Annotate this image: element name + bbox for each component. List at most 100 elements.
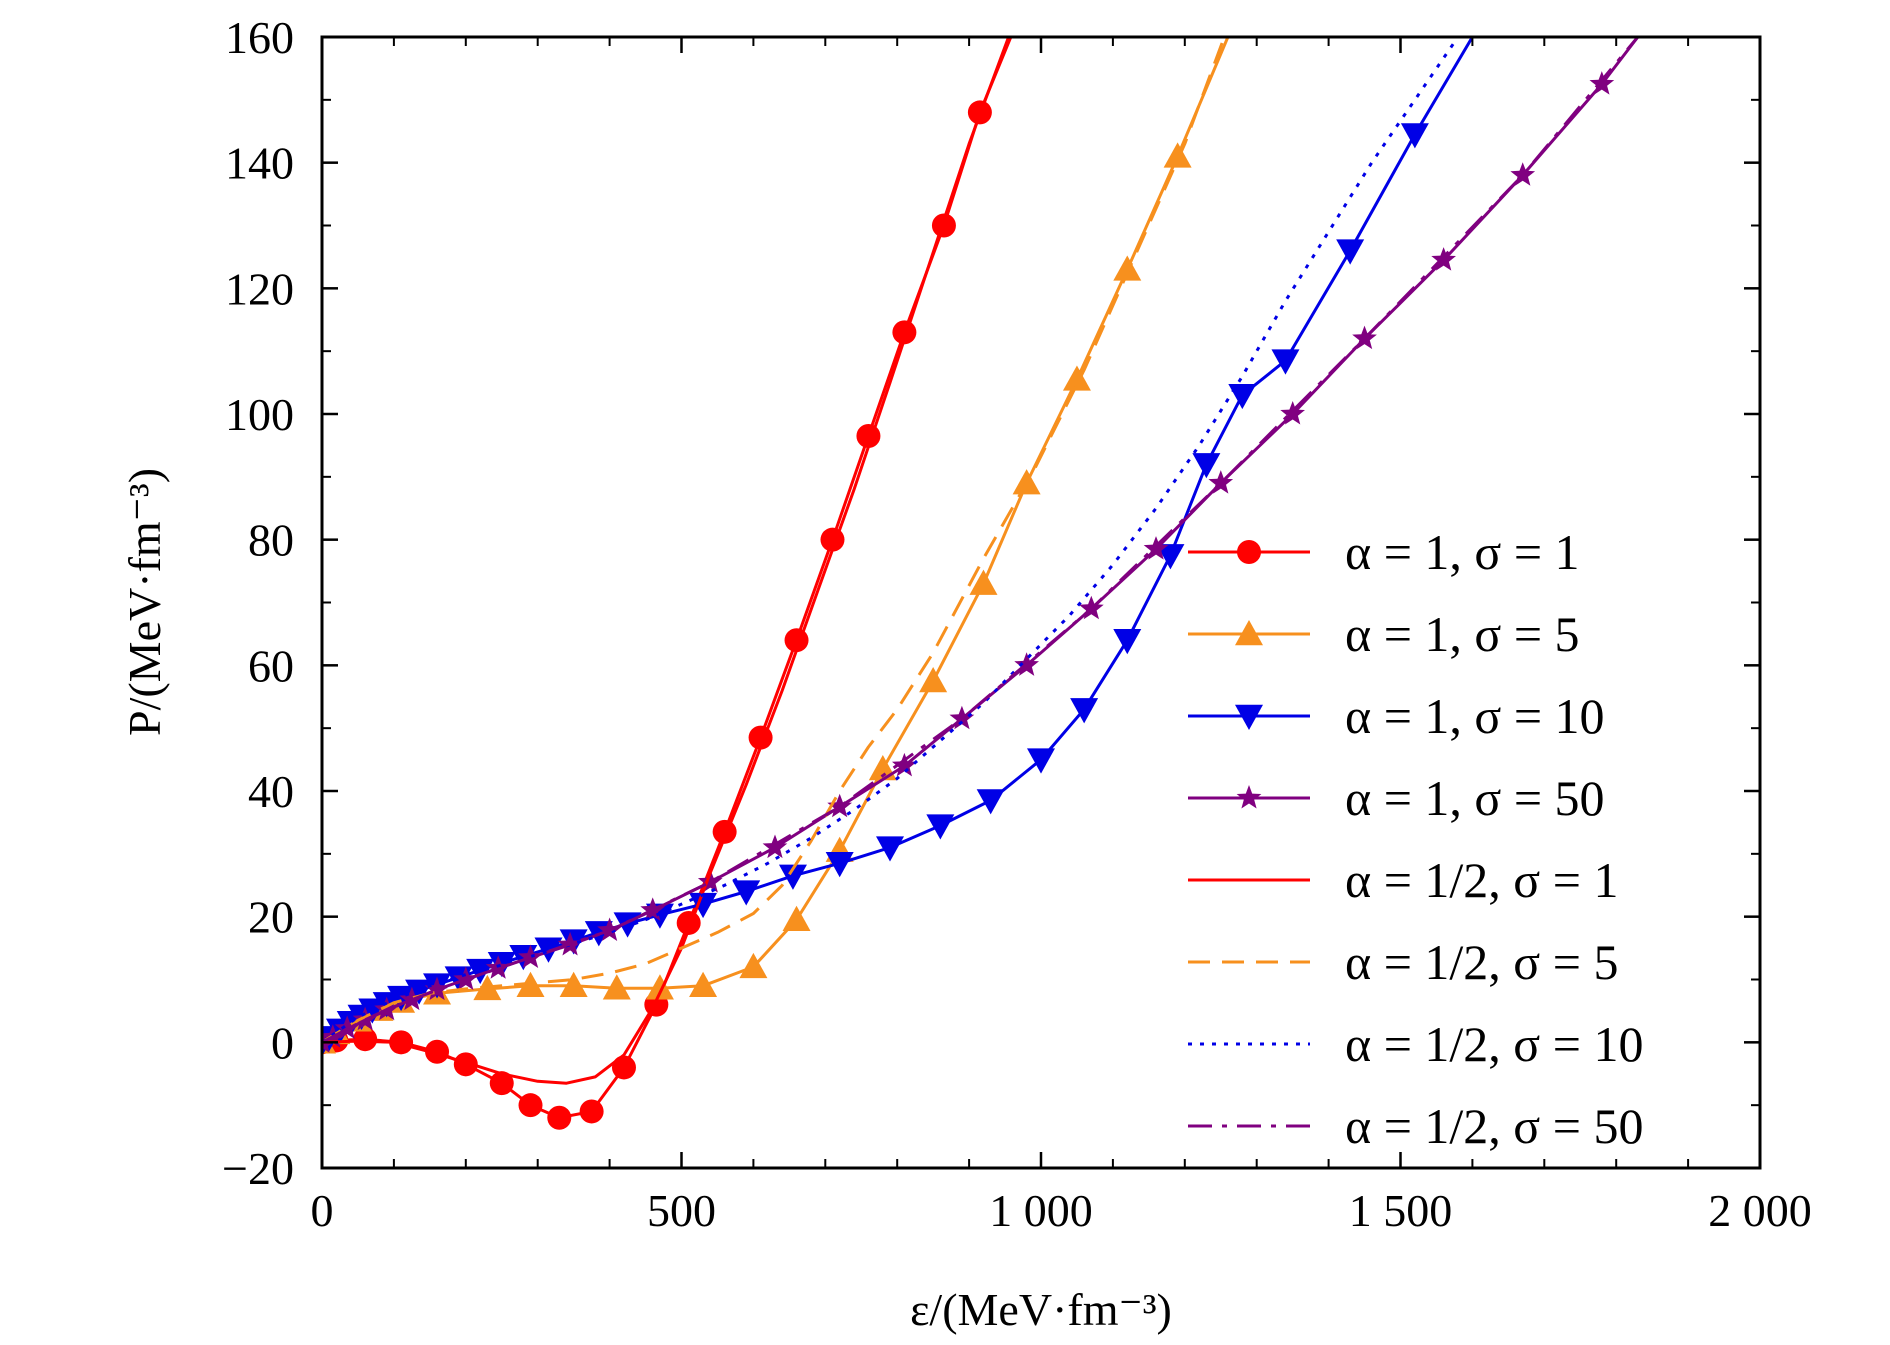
data-point: [611, 1055, 636, 1080]
y-tick-label: 120: [225, 263, 294, 314]
y-tick-label: 0: [271, 1017, 294, 1068]
data-point: [732, 880, 761, 906]
data-point: [1027, 748, 1055, 774]
legend-label: α = 1/2, σ = 5: [1345, 934, 1618, 990]
data-point: [931, 213, 956, 238]
data-point: [424, 976, 450, 1001]
data-point: [762, 834, 788, 859]
data-point: [518, 1093, 543, 1118]
legend-item: α = 1, σ = 1: [1188, 524, 1580, 580]
series-2: [322, 37, 1230, 1054]
data-point: [518, 944, 543, 968]
legend-item: α = 1/2, σ = 10: [1188, 1016, 1643, 1072]
y-tick-label: 20: [248, 892, 294, 943]
data-point: [1062, 365, 1091, 391]
series-line: [322, 37, 1639, 1044]
series-line: [322, 37, 1226, 1044]
data-point: [1113, 629, 1142, 655]
legend-item: α = 1, σ = 5: [1188, 606, 1580, 662]
data-point: [1208, 470, 1234, 494]
series-layer: [322, 37, 1639, 1130]
data-point: [1070, 698, 1099, 724]
y-tick-label: 80: [248, 515, 294, 566]
y-tick-label: 140: [225, 138, 294, 189]
data-point: [689, 892, 718, 919]
legend: α = 1, σ = 1 α = 1, σ = 5 α = 1, σ = 10 α =…: [1188, 524, 1643, 1154]
data-point: [969, 569, 998, 595]
data-point: [425, 1039, 450, 1064]
legend-label: α = 1/2, σ = 1: [1345, 852, 1618, 908]
series-6: [322, 37, 1226, 1044]
legend-label: α = 1, σ = 5: [1345, 606, 1580, 662]
data-point: [1280, 401, 1305, 425]
series-1: [322, 37, 1013, 1130]
y-tick-label: 160: [225, 12, 294, 63]
data-point: [919, 667, 948, 693]
data-point: [1271, 349, 1300, 375]
data-point: [559, 971, 588, 997]
data-point: [1336, 239, 1365, 265]
data-point: [453, 1052, 478, 1077]
series-line: [322, 37, 1460, 1044]
series-line: [322, 37, 1011, 1085]
series-8: [322, 37, 1639, 1044]
series-7: [322, 37, 1460, 1044]
data-point: [1163, 142, 1192, 168]
legend-label: α = 1/2, σ = 10: [1345, 1016, 1643, 1072]
legend-label: α = 1/2, σ = 50: [1345, 1098, 1643, 1154]
series-line: [322, 37, 1474, 1044]
legend-item: α = 1/2, σ = 50: [1188, 1098, 1643, 1154]
data-point: [926, 814, 955, 840]
legend-marker: [1235, 704, 1263, 730]
data-point: [1192, 453, 1221, 479]
data-point: [892, 752, 917, 777]
x-tick-label: 1 000: [989, 1185, 1093, 1236]
legend-marker: [1237, 540, 1261, 564]
data-point: [1156, 544, 1185, 570]
x-tick-label: 1 500: [1349, 1185, 1453, 1236]
data-point: [892, 320, 917, 345]
data-point: [1143, 536, 1169, 560]
data-point: [334, 1015, 360, 1039]
legend-label: α = 1, σ = 10: [1345, 688, 1605, 744]
data-point: [602, 974, 631, 1000]
data-point: [876, 836, 905, 862]
y-tick-label: 40: [248, 766, 294, 817]
x-axis-title: ε/(MeV·fm⁻³): [910, 1284, 1172, 1335]
data-point: [827, 793, 852, 818]
y-tick-label: −20: [222, 1143, 294, 1194]
series-line: [322, 37, 1013, 1120]
data-point: [782, 905, 811, 932]
legend-label: α = 1, σ = 1: [1345, 524, 1580, 580]
data-point: [389, 1030, 414, 1055]
y-tick-label: 60: [248, 640, 294, 691]
data-point: [1113, 255, 1142, 281]
data-point: [489, 1071, 514, 1096]
x-tick-label: 500: [647, 1185, 716, 1236]
data-point: [1589, 71, 1615, 95]
series-5: [322, 37, 1011, 1085]
y-tick-label: 100: [225, 389, 294, 440]
data-point: [689, 971, 718, 997]
legend-marker: [1235, 620, 1263, 646]
data-point: [353, 1027, 378, 1052]
legend-item: α = 1/2, σ = 1: [1188, 852, 1618, 908]
legend-item: α = 1, σ = 10: [1188, 688, 1605, 744]
data-point: [697, 869, 723, 893]
series-3: [322, 37, 1474, 1057]
data-point: [1400, 123, 1429, 149]
data-point: [1228, 383, 1257, 410]
legend-label: α = 1, σ = 50: [1345, 770, 1605, 826]
data-point: [579, 1099, 604, 1124]
y-axis-title: P/(MeV·fm⁻³): [119, 468, 170, 736]
x-tick-label: 2 000: [1708, 1185, 1812, 1236]
data-point: [534, 937, 563, 963]
data-point: [739, 952, 768, 979]
data-point: [374, 996, 400, 1021]
data-point: [825, 852, 854, 878]
data-point: [387, 985, 416, 1012]
data-point: [778, 864, 807, 890]
data-point: [645, 974, 674, 1000]
data-point: [1510, 162, 1536, 186]
